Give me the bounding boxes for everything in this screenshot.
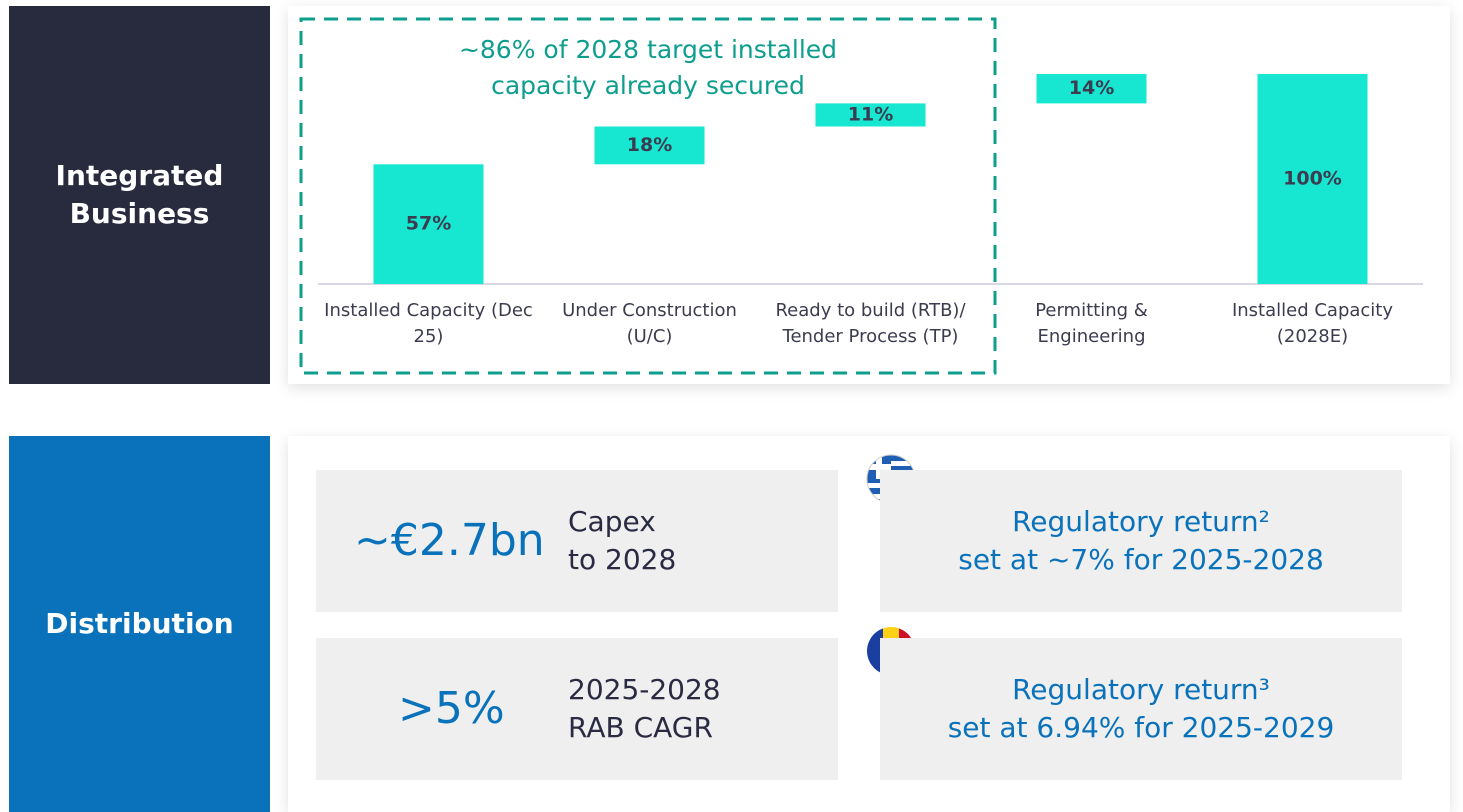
line: RAB CAGR <box>568 711 713 744</box>
kpi-label: Capex to 2028 <box>568 503 676 579</box>
kpi-label: 2025-2028 RAB CAGR <box>568 671 721 747</box>
highlight-box <box>299 17 997 375</box>
data-label: 18% <box>627 134 672 156</box>
line: Regulatory return³ <box>1012 673 1270 706</box>
x-tick-label: Ready to build (RTB)/ Tender Process (TP… <box>775 300 966 347</box>
data-label: 57% <box>406 213 451 235</box>
bar <box>1036 74 1147 104</box>
data-label: 100% <box>1283 168 1342 190</box>
line: set at 6.94% for 2025-2029 <box>947 711 1335 744</box>
annotation: ~86% of 2028 target installed capacity a… <box>458 35 838 100</box>
return-text: Regulatory return³ set at 6.94% for 2025-… <box>880 671 1402 747</box>
line: to 2028 <box>568 543 677 576</box>
x-tick-label: Permitting & Engineering <box>1035 300 1148 347</box>
line: set at ~7% for 2025-2028 <box>958 543 1324 576</box>
x-tick-label: Under Construction (U/C) <box>562 300 737 347</box>
bar <box>815 103 926 127</box>
line: Capex <box>568 505 656 538</box>
data-label: 11% <box>848 103 893 125</box>
section-label: Integrated Business <box>9 6 270 384</box>
return-box <box>880 638 1402 780</box>
bar <box>373 164 484 284</box>
section-label: Distribution <box>9 436 270 812</box>
line: Regulatory return² <box>1012 505 1270 538</box>
return-text: Regulatory return² set at ~7% for 2025-20… <box>880 503 1402 579</box>
return-box <box>880 470 1402 612</box>
kpi-value: >5% <box>398 683 505 734</box>
x-tick-label: Installed Capacity (2028E) <box>1231 300 1394 347</box>
data-label: 14% <box>1069 77 1114 99</box>
x-tick-label: Installed Capacity (Dec 25) <box>324 300 533 347</box>
kpi-box <box>316 470 838 612</box>
bar <box>594 126 705 165</box>
kpi-box <box>316 638 838 780</box>
bar <box>1257 74 1368 284</box>
kpi-value: ~€2.7bn <box>354 515 545 566</box>
line: 2025-2028 <box>568 673 721 706</box>
